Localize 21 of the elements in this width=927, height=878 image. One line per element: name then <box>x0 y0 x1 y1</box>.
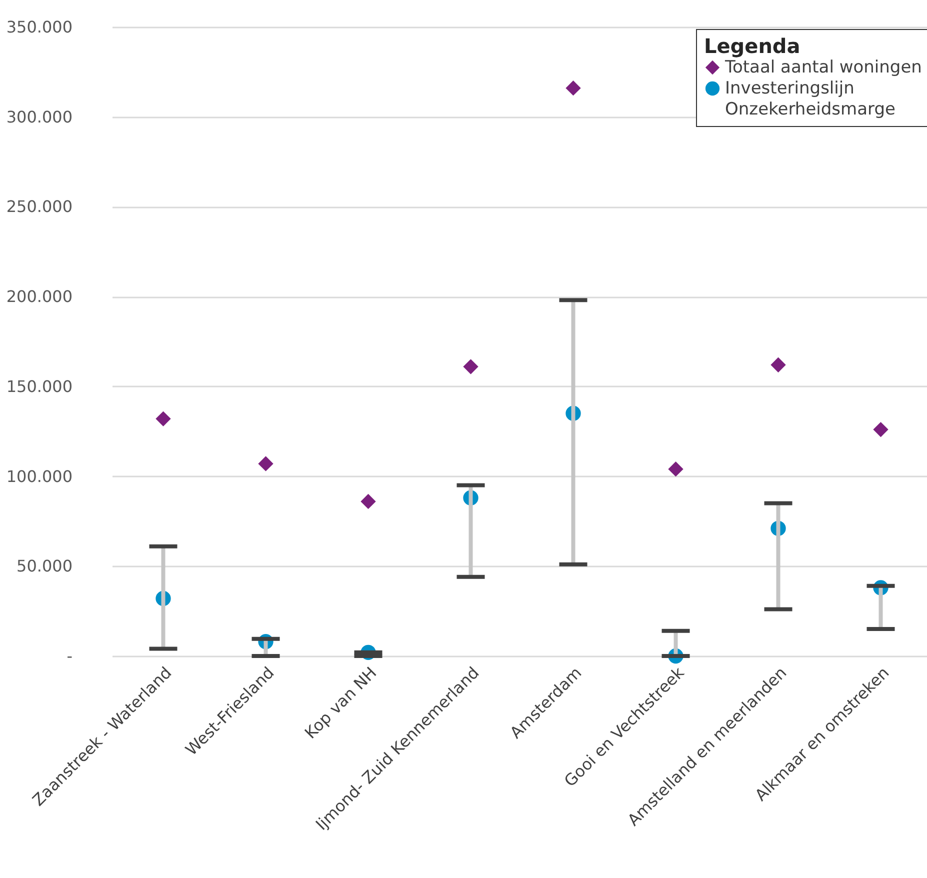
legend-title: Legenda <box>704 34 800 58</box>
point <box>668 462 684 477</box>
legend-label: Totaal aantal woningen <box>724 58 922 78</box>
y-tick-label: - <box>66 646 72 666</box>
x-tick-label: Kop van NH <box>300 663 380 742</box>
point <box>463 359 478 374</box>
point <box>873 422 888 438</box>
legend-label: Investeringslijn <box>725 78 854 98</box>
point <box>156 411 171 426</box>
point <box>566 80 581 96</box>
y-tick-label: 200.000 <box>6 287 72 306</box>
y-tick-label: 50.000 <box>16 556 72 576</box>
annotation: Onzekerheidsmarge <box>725 100 896 120</box>
point <box>360 494 376 510</box>
y-tick-label: 100.000 <box>6 466 72 486</box>
y-tick-label: 350.000 <box>6 18 72 36</box>
y-tick-label: 250.000 <box>6 197 72 216</box>
y-tick-label: 300.000 <box>6 107 72 126</box>
point <box>770 357 786 372</box>
y-tick-label: 150.000 <box>6 376 72 396</box>
point <box>258 456 274 472</box>
